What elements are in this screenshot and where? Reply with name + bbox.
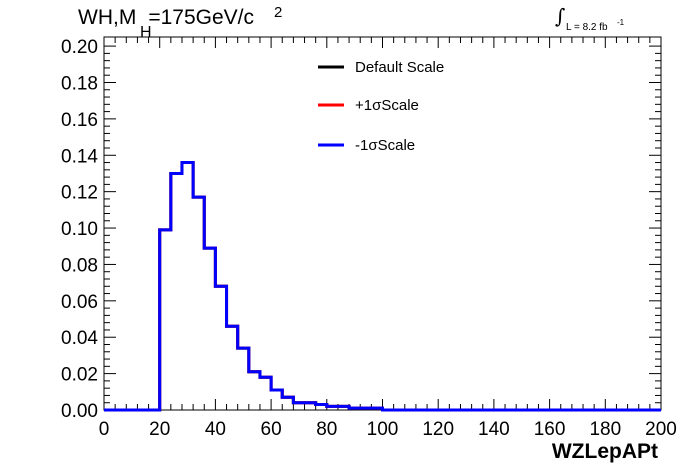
legend-label-0: Default Scale (355, 59, 444, 76)
title-right: =175GeV/c (148, 6, 254, 29)
y-tick-label: 0.00 (61, 401, 98, 422)
x-axis: 0 20 40 60 80 100 120 140 160 180 200 (99, 37, 677, 440)
integral-symbol: ∫ (555, 4, 566, 28)
series-line-1 (104, 161, 661, 412)
x-tick-label: 120 (422, 419, 454, 440)
x-axis-label: WZLepAPt (552, 440, 658, 463)
plot-frame (103, 36, 662, 411)
legend-label-1: +1σScale (355, 97, 419, 114)
luminosity-superscript: -1 (617, 18, 625, 27)
legend: Default Scale +1σScale -1σScale (318, 59, 444, 154)
title-subscript: H (140, 24, 152, 41)
y-tick-label: 0.04 (61, 328, 98, 349)
legend-label-2: -1σScale (355, 137, 415, 154)
x-tick-label: 20 (149, 419, 170, 440)
y-tick-label: 0.18 (61, 73, 98, 94)
title-superscript: 2 (274, 4, 283, 21)
x-tick-label: 40 (205, 419, 226, 440)
y-tick-label: 0.06 (61, 292, 98, 313)
x-tick-label: 80 (316, 419, 337, 440)
x-tick-label: 60 (261, 419, 282, 440)
y-tick-label: 0.10 (61, 219, 98, 240)
luminosity-label: L = 8.2 fb (566, 22, 608, 33)
y-tick-label: 0.16 (61, 110, 98, 131)
x-tick-label: 100 (367, 419, 399, 440)
series-group (104, 161, 661, 412)
chart-title: WH,M =175GeV/c (78, 6, 254, 30)
series-line-0 (104, 161, 661, 412)
title-left: WH,M (78, 6, 137, 29)
x-tick-label: 200 (645, 419, 677, 440)
y-tick-label: 0.08 (61, 255, 98, 276)
y-tick-label: 0.20 (61, 37, 98, 58)
y-tick-label: 0.12 (61, 183, 98, 204)
x-tick-label: 140 (478, 419, 510, 440)
x-tick-label: 0 (99, 419, 110, 440)
x-tick-label: 160 (534, 419, 566, 440)
series-line-2 (104, 161, 661, 412)
y-tick-label: 0.02 (61, 365, 98, 386)
y-tick-label: 0.14 (61, 146, 98, 167)
y-axis: 0.00 0.02 0.04 0.06 0.08 0.10 0.12 0.14 0.16 0.18… (61, 37, 661, 422)
x-tick-label: 180 (589, 419, 621, 440)
